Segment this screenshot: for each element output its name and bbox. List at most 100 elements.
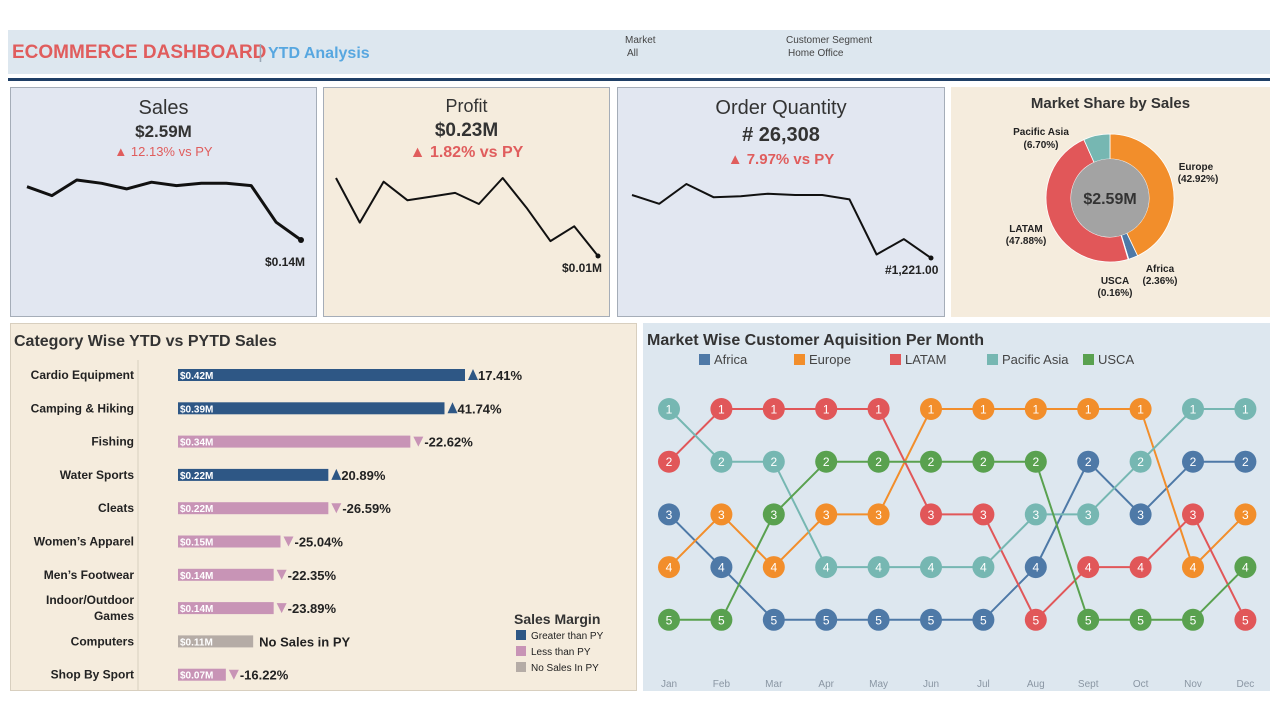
rank-marker-latam[interactable]: 1: [710, 398, 733, 420]
x-tick-label: Apr: [818, 679, 834, 690]
rank-marker-europe[interactable]: 4: [1182, 556, 1204, 579]
category-row-cleats[interactable]: Cleats $0.22M -26.59%: [98, 501, 391, 516]
rank-marker-africa[interactable]: 5: [972, 608, 995, 631]
rank-marker-europe[interactable]: 3: [867, 503, 890, 526]
legend-item[interactable]: Greater than PY: [516, 630, 604, 642]
rank-marker-usca[interactable]: 3: [762, 503, 785, 526]
rank-marker-europe[interactable]: 3: [1234, 503, 1257, 526]
rank-marker-pacific-asia[interactable]: 1: [1234, 398, 1257, 420]
rank-marker-usca[interactable]: 5: [1129, 608, 1152, 631]
rank-marker-europe[interactable]: 4: [762, 556, 785, 579]
category-row-computers[interactable]: Computers $0.11M No Sales in PY: [71, 634, 351, 649]
legend-item-europe[interactable]: Europe: [794, 352, 851, 367]
rank-marker-africa[interactable]: 5: [867, 608, 890, 631]
category-bar[interactable]: [178, 568, 274, 581]
category-bar[interactable]: [178, 435, 411, 448]
rank-marker-europe[interactable]: 3: [710, 503, 733, 526]
rank-marker-europe[interactable]: 1: [920, 398, 942, 420]
rank-marker-usca[interactable]: 5: [1182, 608, 1204, 631]
series-line-europe[interactable]: [668, 408, 1247, 569]
rank-marker-europe[interactable]: 1: [972, 398, 995, 420]
category-bar[interactable]: [178, 369, 465, 381]
series-line-usca[interactable]: [669, 460, 1247, 621]
category-row-camping-hiking[interactable]: Camping & Hiking $0.39M 41.74%: [31, 401, 502, 416]
rank-marker-africa[interactable]: 2: [1077, 450, 1100, 473]
category-label: Fishing: [91, 435, 134, 449]
category-bar[interactable]: [178, 602, 274, 615]
rank-marker-usca[interactable]: 2: [1024, 450, 1047, 473]
rank-marker-latam[interactable]: 2: [658, 450, 680, 473]
category-row-shop-by-sport[interactable]: Shop By Sport $0.07M -16.22%: [51, 668, 289, 683]
rank-label: 2: [980, 455, 987, 469]
rank-marker-latam[interactable]: 5: [1024, 608, 1047, 631]
legend-item[interactable]: Less than PY: [516, 646, 591, 658]
rank-marker-usca[interactable]: 5: [658, 608, 680, 631]
category-row-cardio-equipment[interactable]: Cardio Equipment $0.42M 17.41%: [31, 368, 523, 383]
rank-marker-latam[interactable]: 3: [1182, 503, 1204, 526]
rank-marker-usca[interactable]: 2: [972, 450, 995, 473]
category-bar[interactable]: [178, 402, 445, 415]
rank-marker-europe[interactable]: 3: [815, 503, 838, 526]
category-row-indoor-outdoor-games[interactable]: Indoor/Outdoor Games $0.14M -23.89%: [46, 593, 337, 623]
rank-marker-latam[interactable]: 5: [1234, 608, 1257, 631]
rank-marker-pacific-asia[interactable]: 1: [1182, 398, 1204, 420]
segment-filter-value[interactable]: Home Office: [788, 48, 844, 59]
rank-marker-pacific-asia[interactable]: 3: [1077, 503, 1100, 526]
market-filter-value[interactable]: All: [627, 48, 639, 59]
legend-item[interactable]: No Sales In PY: [516, 662, 599, 674]
category-row-men-s-footwear[interactable]: Men’s Footwear $0.14M -22.35%: [44, 568, 337, 583]
category-row-fishing[interactable]: Fishing $0.34M -22.62%: [91, 435, 473, 450]
rank-marker-usca[interactable]: 2: [815, 450, 838, 473]
rank-marker-africa[interactable]: 4: [1024, 556, 1047, 579]
x-tick-label: Aug: [1027, 679, 1045, 690]
rank-marker-pacific-asia[interactable]: 2: [1129, 450, 1152, 473]
rank-marker-africa[interactable]: 2: [1182, 450, 1204, 473]
rank-marker-africa[interactable]: 5: [920, 608, 942, 631]
rank-marker-pacific-asia[interactable]: 3: [1024, 503, 1047, 526]
rank-marker-usca[interactable]: 4: [1234, 556, 1257, 579]
rank-marker-pacific-asia[interactable]: 2: [710, 450, 733, 473]
category-bar[interactable]: [178, 535, 281, 548]
rank-marker-latam[interactable]: 1: [867, 398, 890, 420]
rank-dot: [658, 608, 680, 631]
rank-marker-africa[interactable]: 3: [1129, 503, 1152, 526]
category-bar[interactable]: [178, 668, 226, 681]
legend-item-africa[interactable]: Africa: [699, 352, 748, 367]
rank-marker-africa[interactable]: 5: [815, 608, 838, 631]
category-row-women-s-apparel[interactable]: Women’s Apparel $0.15M -25.04%: [34, 535, 344, 550]
series-line-africa[interactable]: [668, 460, 1246, 621]
rank-marker-latam[interactable]: 4: [1129, 556, 1152, 579]
rank-marker-pacific-asia[interactable]: 4: [972, 556, 995, 579]
rank-marker-pacific-asia[interactable]: 1: [658, 398, 680, 420]
category-bar[interactable]: [178, 502, 329, 515]
rank-marker-europe[interactable]: 4: [658, 556, 680, 579]
rank-marker-pacific-asia[interactable]: 4: [867, 556, 890, 579]
rank-marker-latam[interactable]: 1: [762, 398, 785, 420]
rank-marker-latam[interactable]: 4: [1077, 556, 1100, 579]
rank-marker-africa[interactable]: 3: [658, 503, 680, 526]
rank-marker-africa[interactable]: 4: [710, 556, 733, 579]
rank-marker-europe[interactable]: 1: [1129, 398, 1152, 420]
rank-marker-latam[interactable]: 3: [972, 503, 995, 526]
rank-marker-usca[interactable]: 2: [867, 450, 890, 473]
rank-marker-pacific-asia[interactable]: 4: [815, 556, 838, 579]
rank-marker-pacific-asia[interactable]: 4: [920, 556, 942, 579]
series-line-latam[interactable]: [668, 408, 1247, 622]
category-bar[interactable]: [178, 468, 329, 481]
rank-marker-usca[interactable]: 2: [920, 450, 942, 473]
rank-marker-latam[interactable]: 1: [815, 398, 838, 420]
rank-marker-africa[interactable]: 5: [762, 608, 785, 631]
rank-marker-pacific-asia[interactable]: 2: [762, 450, 785, 473]
rank-marker-europe[interactable]: 1: [1024, 398, 1047, 420]
series-line-pacific-asia[interactable]: [668, 408, 1246, 569]
category-row-water-sports[interactable]: Water Sports $0.22M 20.89%: [60, 468, 386, 483]
rank-marker-usca[interactable]: 5: [1077, 608, 1100, 631]
category-bar[interactable]: [178, 635, 254, 648]
legend-item-latam[interactable]: LATAM: [890, 352, 946, 367]
legend-item-pacific-asia[interactable]: Pacific Asia: [987, 352, 1069, 367]
legend-item-usca[interactable]: USCA: [1083, 352, 1134, 367]
rank-marker-africa[interactable]: 2: [1234, 450, 1257, 473]
rank-marker-europe[interactable]: 1: [1077, 398, 1100, 420]
rank-marker-latam[interactable]: 3: [920, 503, 942, 526]
rank-marker-usca[interactable]: 5: [710, 608, 733, 631]
